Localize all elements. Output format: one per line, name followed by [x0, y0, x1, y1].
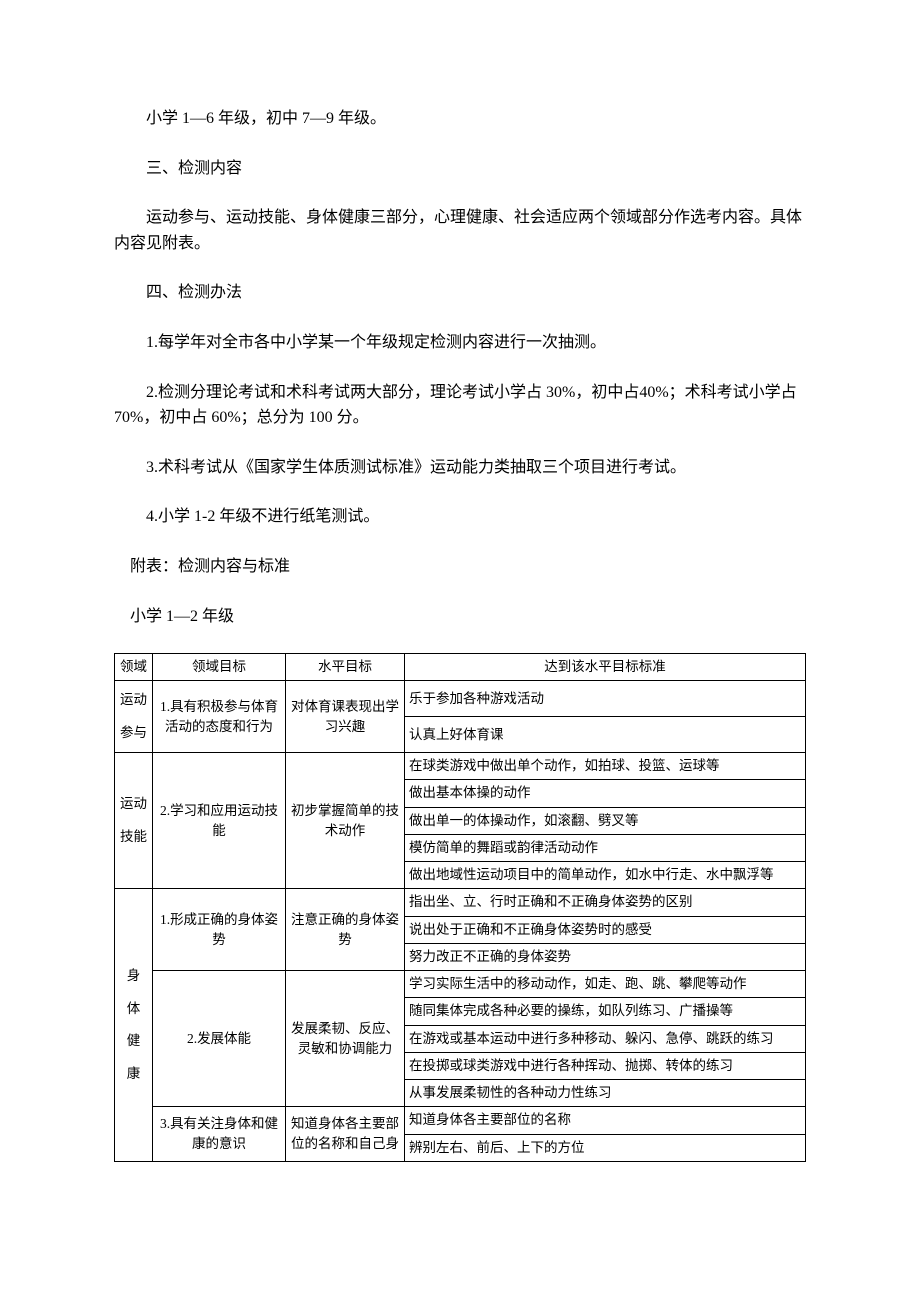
cell-target-3a: 1.形成正确的身体姿势 [153, 889, 286, 971]
paragraph-method-3: 3.术科考试从《国家学生体质测试标准》运动能力类抽取三个项目进行考试。 [114, 455, 806, 481]
standards-table: 领域 领域目标 水平目标 达到该水平目标标准 运动参与 1.具有积极参与体育活动… [114, 653, 806, 1162]
cell-standard: 做出地域性运动项目中的简单动作，如水中行走、水中飘浮等 [405, 862, 806, 889]
table-row: 3.具有关注身体和健康的意识 知道身体各主要部位的名称和自己身 知道身体各主要部… [115, 1107, 806, 1134]
cell-target-1: 1.具有积极参与体育活动的态度和行为 [153, 681, 286, 753]
table-row: 2.发展体能 发展柔韧、反应、灵敏和协调能力 学习实际生活中的移动动作，如走、跑… [115, 971, 806, 998]
table-row: 身体健康 1.形成正确的身体姿势 注意正确的身体姿势 指出坐、立、行时正确和不正… [115, 889, 806, 916]
cell-standard: 做出单一的体操动作，如滚翻、劈叉等 [405, 807, 806, 834]
paragraph-appendix-label: 附表：检测内容与标准 [114, 554, 806, 580]
cell-standard: 模仿简单的舞蹈或韵律活动动作 [405, 834, 806, 861]
paragraph-grades: 小学 1—6 年级，初中 7—9 年级。 [114, 106, 806, 132]
cell-standard: 做出基本体操的动作 [405, 780, 806, 807]
paragraph-grade-range: 小学 1—2 年级 [114, 604, 806, 630]
heading-section-4: 四、检测办法 [114, 280, 806, 306]
cell-target-3b: 2.发展体能 [153, 971, 286, 1107]
cell-level-3b: 发展柔韧、反应、灵敏和协调能力 [286, 971, 405, 1107]
heading-section-3: 三、检测内容 [114, 156, 806, 182]
cell-standard: 从事发展柔韧性的各种动力性练习 [405, 1080, 806, 1107]
cell-level-3c: 知道身体各主要部位的名称和自己身 [286, 1107, 405, 1162]
cell-domain-2: 运动技能 [115, 753, 153, 889]
cell-standard: 知道身体各主要部位的名称 [405, 1107, 806, 1134]
cell-domain-1: 运动参与 [115, 681, 153, 753]
paragraph-method-2: 2.检测分理论考试和术科考试两大部分，理论考试小学占 30%，初中占40%；术科… [114, 380, 806, 431]
cell-standard: 指出坐、立、行时正确和不正确身体姿势的区别 [405, 889, 806, 916]
cell-standard: 认真上好体育课 [405, 717, 806, 753]
table-header-row: 领域 领域目标 水平目标 达到该水平目标标准 [115, 654, 806, 681]
header-standard: 达到该水平目标标准 [405, 654, 806, 681]
table-row: 运动技能 2.学习和应用运动技能 初步掌握简单的技术动作 在球类游戏中做出单个动… [115, 753, 806, 780]
cell-standard: 乐于参加各种游戏活动 [405, 681, 806, 717]
cell-standard: 在投掷或球类游戏中进行各种挥动、抛掷、转体的练习 [405, 1052, 806, 1079]
paragraph-method-4: 4.小学 1-2 年级不进行纸笔测试。 [114, 504, 806, 530]
cell-standard: 在球类游戏中做出单个动作，如拍球、投篮、运球等 [405, 753, 806, 780]
cell-standard: 辨别左右、前后、上下的方位 [405, 1134, 806, 1161]
cell-standard: 说出处于正确和不正确身体姿势时的感受 [405, 916, 806, 943]
cell-level-3a: 注意正确的身体姿势 [286, 889, 405, 971]
table-row: 运动参与 1.具有积极参与体育活动的态度和行为 对体育课表现出学习兴趣 乐于参加… [115, 681, 806, 717]
cell-standard: 努力改正不正确的身体姿势 [405, 943, 806, 970]
cell-target-3c: 3.具有关注身体和健康的意识 [153, 1107, 286, 1162]
paragraph-content-desc: 运动参与、运动技能、身体健康三部分，心理健康、社会适应两个领域部分作选考内容。具… [114, 205, 806, 256]
header-target: 领域目标 [153, 654, 286, 681]
cell-level-1: 对体育课表现出学习兴趣 [286, 681, 405, 753]
cell-domain-3: 身体健康 [115, 889, 153, 1162]
cell-target-2: 2.学习和应用运动技能 [153, 753, 286, 889]
cell-standard: 随同集体完成各种必要的操练，如队列练习、广播操等 [405, 998, 806, 1025]
header-level: 水平目标 [286, 654, 405, 681]
cell-standard: 在游戏或基本运动中进行多种移动、躲闪、急停、跳跃的练习 [405, 1025, 806, 1052]
cell-standard: 学习实际生活中的移动动作，如走、跑、跳、攀爬等动作 [405, 971, 806, 998]
paragraph-method-1: 1.每学年对全市各中小学某一个年级规定检测内容进行一次抽测。 [114, 330, 806, 356]
cell-level-2: 初步掌握简单的技术动作 [286, 753, 405, 889]
header-domain: 领域 [115, 654, 153, 681]
